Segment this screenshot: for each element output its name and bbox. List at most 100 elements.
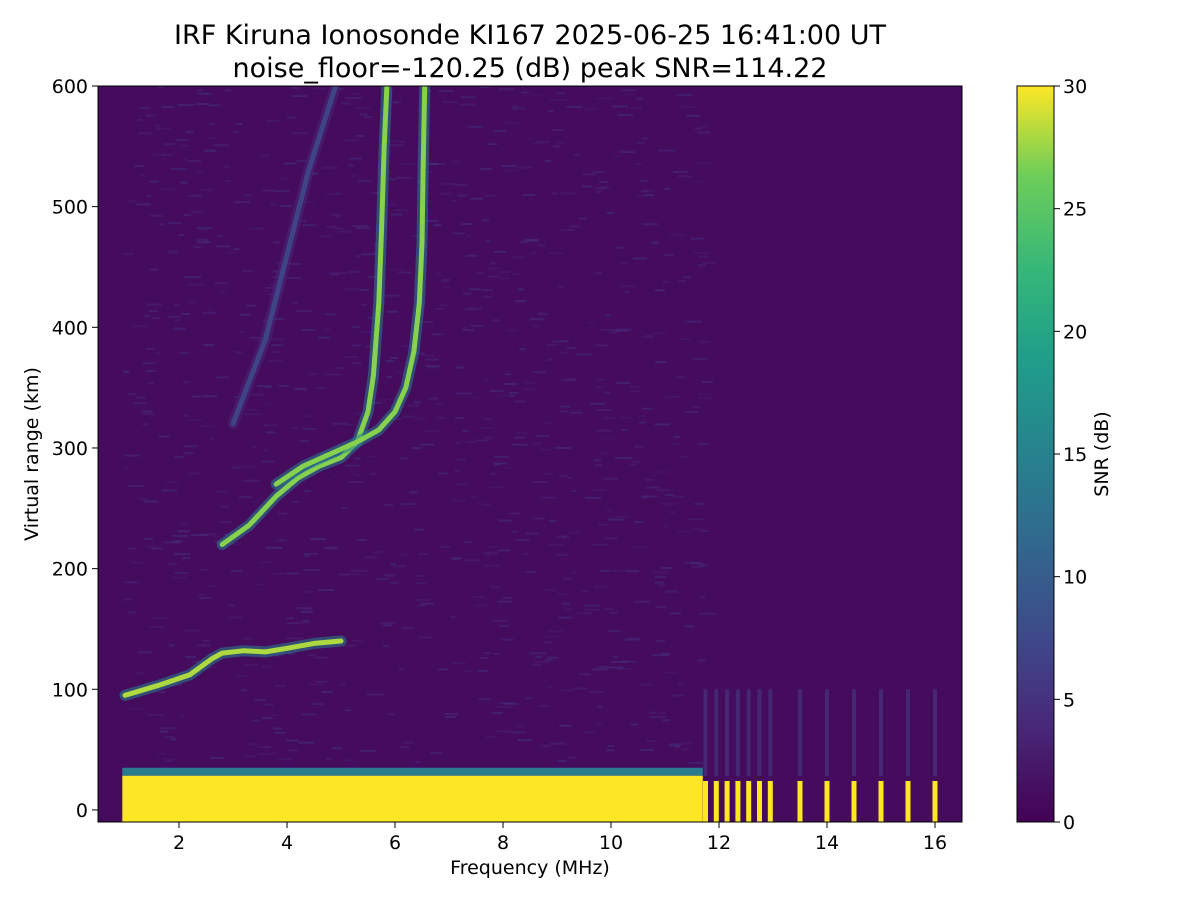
noise-cell bbox=[655, 575, 666, 578]
noise-cell bbox=[265, 287, 278, 289]
noise-cell bbox=[181, 557, 191, 560]
noise-cell bbox=[343, 644, 356, 647]
noise-cell bbox=[517, 166, 533, 169]
noise-cell bbox=[302, 224, 317, 227]
noise-cell bbox=[354, 473, 362, 476]
noise-cell bbox=[355, 227, 370, 230]
noise-cell bbox=[493, 653, 500, 655]
noise-cell bbox=[307, 654, 317, 657]
noise-cell bbox=[283, 162, 297, 165]
noise-cell bbox=[595, 344, 609, 347]
stepped-echo bbox=[724, 780, 730, 822]
noise-cell bbox=[482, 418, 492, 421]
noise-cell bbox=[360, 288, 369, 291]
noise-cell bbox=[483, 564, 500, 567]
noise-cell bbox=[482, 503, 492, 506]
stepped-echo bbox=[878, 780, 884, 822]
noise-cell bbox=[440, 192, 452, 195]
noise-cell bbox=[468, 288, 481, 291]
noise-cell bbox=[654, 289, 665, 292]
noise-cell bbox=[301, 328, 316, 331]
noise-cell bbox=[531, 663, 542, 666]
noise-cell bbox=[383, 574, 395, 577]
colorbar-tick-label: 0 bbox=[1063, 812, 1075, 834]
noise-cell bbox=[349, 157, 362, 160]
noise-cell bbox=[682, 748, 690, 751]
noise-cell bbox=[352, 225, 369, 228]
noise-cell bbox=[337, 230, 353, 233]
noise-cell bbox=[303, 552, 318, 555]
noise-cell bbox=[452, 232, 465, 235]
noise-cell bbox=[402, 345, 413, 347]
noise-cell bbox=[443, 279, 451, 281]
noise-cell bbox=[501, 638, 514, 641]
noise-cell bbox=[679, 455, 688, 458]
noise-cell bbox=[697, 443, 709, 446]
noise-cell bbox=[294, 387, 307, 390]
noise-cell bbox=[183, 414, 190, 417]
noise-cell bbox=[391, 213, 403, 216]
noise-cell bbox=[560, 379, 575, 382]
noise-cell bbox=[511, 273, 519, 276]
noise-cell bbox=[351, 344, 362, 347]
noise-cell bbox=[557, 593, 570, 596]
x-tick-label: 4 bbox=[281, 832, 293, 854]
noise-cell bbox=[308, 683, 324, 686]
noise-cell bbox=[471, 496, 479, 498]
noise-cell bbox=[216, 245, 231, 248]
noise-cell bbox=[400, 553, 408, 556]
noise-cell bbox=[244, 755, 256, 758]
noise-cell bbox=[367, 316, 376, 319]
noise-cell bbox=[505, 373, 512, 376]
noise-cell bbox=[688, 761, 704, 764]
noise-cell bbox=[292, 500, 299, 503]
noise-cell bbox=[454, 469, 460, 472]
noise-cell bbox=[129, 707, 146, 710]
noise-cell bbox=[571, 490, 577, 493]
noise-cell bbox=[412, 447, 422, 449]
stepped-echo bbox=[905, 780, 911, 822]
noise-cell bbox=[302, 713, 317, 716]
noise-cell bbox=[244, 194, 252, 197]
noise-cell bbox=[199, 425, 214, 428]
noise-cell bbox=[273, 241, 280, 244]
noise-cell bbox=[606, 749, 616, 752]
x-axis: 2 4 6 8 10 12 14 16 bbox=[173, 822, 947, 854]
colorbar bbox=[1016, 85, 1055, 823]
noise-cell bbox=[645, 739, 658, 742]
noise-cell bbox=[418, 636, 432, 639]
y-tick-label: 400 bbox=[52, 317, 88, 339]
noise-cell bbox=[382, 644, 390, 647]
noise-cell bbox=[184, 445, 197, 448]
noise-cell bbox=[681, 106, 697, 108]
stepped-column bbox=[879, 689, 883, 777]
noise-cell bbox=[451, 662, 466, 664]
noise-cell bbox=[484, 436, 495, 439]
noise-cell bbox=[682, 276, 692, 279]
noise-cell bbox=[498, 549, 511, 552]
noise-cell bbox=[388, 268, 404, 271]
noise-cell bbox=[323, 546, 338, 549]
noise-cell bbox=[616, 382, 630, 385]
x-axis-label: Frequency (MHz) bbox=[450, 857, 610, 879]
noise-cell bbox=[285, 739, 298, 742]
noise-cell bbox=[352, 639, 363, 642]
noise-cell bbox=[356, 134, 364, 137]
noise-cell bbox=[345, 759, 354, 762]
noise-cell bbox=[687, 518, 705, 521]
noise-cell bbox=[393, 371, 403, 374]
noise-cell bbox=[285, 637, 303, 640]
noise-cell bbox=[233, 351, 243, 354]
noise-cell bbox=[617, 667, 631, 670]
noise-cell bbox=[266, 360, 283, 363]
noise-cell bbox=[512, 443, 528, 446]
noise-cell bbox=[138, 132, 152, 135]
noise-cell bbox=[594, 378, 607, 381]
noise-cell bbox=[434, 307, 445, 310]
noise-cell bbox=[530, 251, 537, 254]
noise-cell bbox=[173, 327, 186, 330]
noise-cell bbox=[300, 200, 315, 203]
noise-cell bbox=[694, 502, 705, 505]
noise-cell bbox=[364, 115, 373, 118]
noise-cell bbox=[142, 413, 155, 416]
